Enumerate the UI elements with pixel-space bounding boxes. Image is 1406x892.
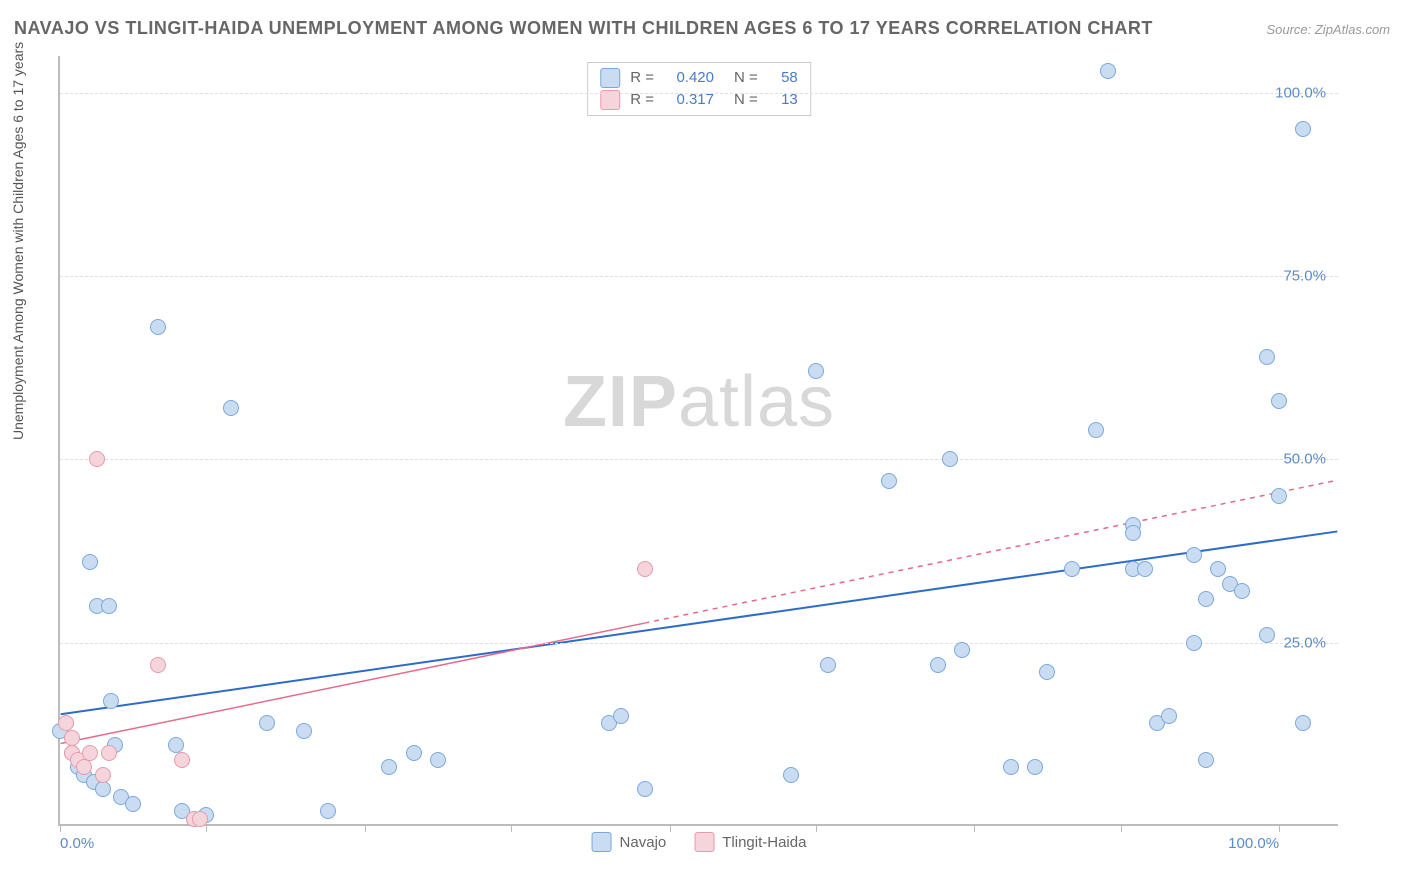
x-tick xyxy=(365,824,366,832)
data-point xyxy=(1125,525,1141,541)
data-point xyxy=(1186,547,1202,563)
data-point xyxy=(95,767,111,783)
data-point xyxy=(1064,561,1080,577)
trend-line-solid xyxy=(61,531,1338,714)
x-tick xyxy=(1121,824,1122,832)
legend-correlation-stats: R =0.420N =58R =0.317N =13 xyxy=(587,62,811,116)
data-point xyxy=(1295,715,1311,731)
r-label: R = xyxy=(630,67,654,89)
y-tick-label: 25.0% xyxy=(1283,634,1326,651)
data-point xyxy=(1210,561,1226,577)
data-point xyxy=(58,715,74,731)
x-tick-label: 100.0% xyxy=(1228,835,1279,852)
chart-container: NAVAJO VS TLINGIT-HAIDA UNEMPLOYMENT AMO… xyxy=(0,0,1406,892)
r-value: 0.420 xyxy=(664,67,714,89)
data-point xyxy=(1003,759,1019,775)
x-tick-label: 0.0% xyxy=(60,835,94,852)
data-point xyxy=(930,657,946,673)
data-point xyxy=(1295,121,1311,137)
data-point xyxy=(1039,664,1055,680)
y-axis-label: Unemployment Among Women with Children A… xyxy=(10,42,26,440)
data-point xyxy=(1259,349,1275,365)
n-value: 58 xyxy=(768,67,798,89)
plot-area: ZIPatlas R =0.420N =58R =0.317N =13 Nava… xyxy=(58,56,1338,826)
data-point xyxy=(1088,422,1104,438)
y-tick-label: 75.0% xyxy=(1283,268,1326,285)
legend-swatch xyxy=(592,832,612,852)
data-point xyxy=(1186,635,1202,651)
watermark: ZIPatlas xyxy=(563,361,835,443)
legend-label: Tlingit-Haida xyxy=(722,834,806,851)
data-point xyxy=(1137,561,1153,577)
data-point xyxy=(637,781,653,797)
data-point xyxy=(820,657,836,673)
y-tick-label: 100.0% xyxy=(1275,84,1326,101)
data-point xyxy=(82,554,98,570)
data-point xyxy=(259,715,275,731)
legend-stats-row: R = 0.420 N = 58 xyxy=(600,67,798,89)
x-tick xyxy=(511,824,512,832)
legend-item: Tlingit-Haida xyxy=(694,832,806,852)
gridline xyxy=(60,93,1338,94)
data-point xyxy=(1198,591,1214,607)
data-point xyxy=(1027,759,1043,775)
chart-source: Source: ZipAtlas.com xyxy=(1266,22,1390,37)
data-point xyxy=(168,737,184,753)
trend-lines xyxy=(60,56,1338,824)
gridline xyxy=(60,643,1338,644)
data-point xyxy=(1161,708,1177,724)
data-point xyxy=(101,598,117,614)
data-point xyxy=(942,451,958,467)
legend-label: Navajo xyxy=(620,834,667,851)
data-point xyxy=(783,767,799,783)
data-point xyxy=(150,319,166,335)
data-point xyxy=(223,400,239,416)
data-point xyxy=(82,745,98,761)
x-tick xyxy=(974,824,975,832)
data-point xyxy=(381,759,397,775)
data-point xyxy=(1100,63,1116,79)
data-point xyxy=(881,473,897,489)
x-tick xyxy=(206,824,207,832)
data-point xyxy=(174,752,190,768)
data-point xyxy=(637,561,653,577)
data-point xyxy=(103,693,119,709)
data-point xyxy=(320,803,336,819)
data-point xyxy=(613,708,629,724)
data-point xyxy=(406,745,422,761)
x-tick xyxy=(60,824,61,832)
data-point xyxy=(95,781,111,797)
data-point xyxy=(192,811,208,827)
legend-swatch xyxy=(694,832,714,852)
gridline xyxy=(60,276,1338,277)
legend-swatch xyxy=(600,68,620,88)
x-tick xyxy=(670,824,671,832)
data-point xyxy=(1198,752,1214,768)
data-point xyxy=(125,796,141,812)
watermark-bold: ZIP xyxy=(563,362,678,442)
data-point xyxy=(1271,393,1287,409)
data-point xyxy=(1271,488,1287,504)
trend-line-solid xyxy=(61,623,645,743)
trend-line-dashed xyxy=(644,480,1337,623)
legend-series: Navajo Tlingit-Haida xyxy=(592,832,807,852)
n-label: N = xyxy=(734,67,758,89)
data-point xyxy=(954,642,970,658)
y-tick-label: 50.0% xyxy=(1283,451,1326,468)
data-point xyxy=(1259,627,1275,643)
data-point xyxy=(1234,583,1250,599)
x-tick xyxy=(816,824,817,832)
chart-title: NAVAJO VS TLINGIT-HAIDA UNEMPLOYMENT AMO… xyxy=(14,18,1153,39)
data-point xyxy=(76,759,92,775)
legend-item: Navajo xyxy=(592,832,667,852)
x-tick xyxy=(1279,824,1280,832)
data-point xyxy=(296,723,312,739)
data-point xyxy=(430,752,446,768)
gridline xyxy=(60,459,1338,460)
data-point xyxy=(89,451,105,467)
data-point xyxy=(808,363,824,379)
data-point xyxy=(64,730,80,746)
data-point xyxy=(150,657,166,673)
data-point xyxy=(101,745,117,761)
